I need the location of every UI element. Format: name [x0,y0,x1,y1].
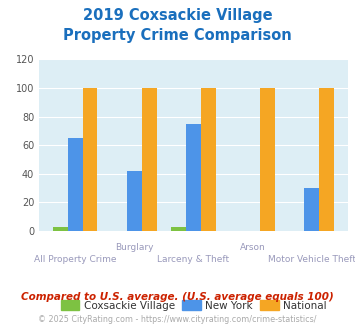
Text: Compared to U.S. average. (U.S. average equals 100): Compared to U.S. average. (U.S. average … [21,292,334,302]
Bar [53,227,68,231]
Text: © 2025 CityRating.com - https://www.cityrating.com/crime-statistics/: © 2025 CityRating.com - https://www.city… [38,315,317,324]
Bar [304,188,319,231]
Bar [83,88,97,231]
Text: All Property Crime: All Property Crime [34,255,116,264]
Bar [171,227,186,231]
Bar [260,88,275,231]
Text: Arson: Arson [240,243,266,252]
Text: Motor Vehicle Theft: Motor Vehicle Theft [268,255,355,264]
Bar [319,88,334,231]
Bar [201,88,215,231]
Text: 2019 Coxsackie Village: 2019 Coxsackie Village [83,8,272,23]
Legend: Coxsackie Village, New York, National: Coxsackie Village, New York, National [56,296,331,315]
Bar [186,124,201,231]
Text: Larceny & Theft: Larceny & Theft [157,255,230,264]
Bar [142,88,157,231]
Bar [127,171,142,231]
Bar [68,138,83,231]
Text: Property Crime Comparison: Property Crime Comparison [63,28,292,43]
Text: Burglary: Burglary [115,243,154,252]
